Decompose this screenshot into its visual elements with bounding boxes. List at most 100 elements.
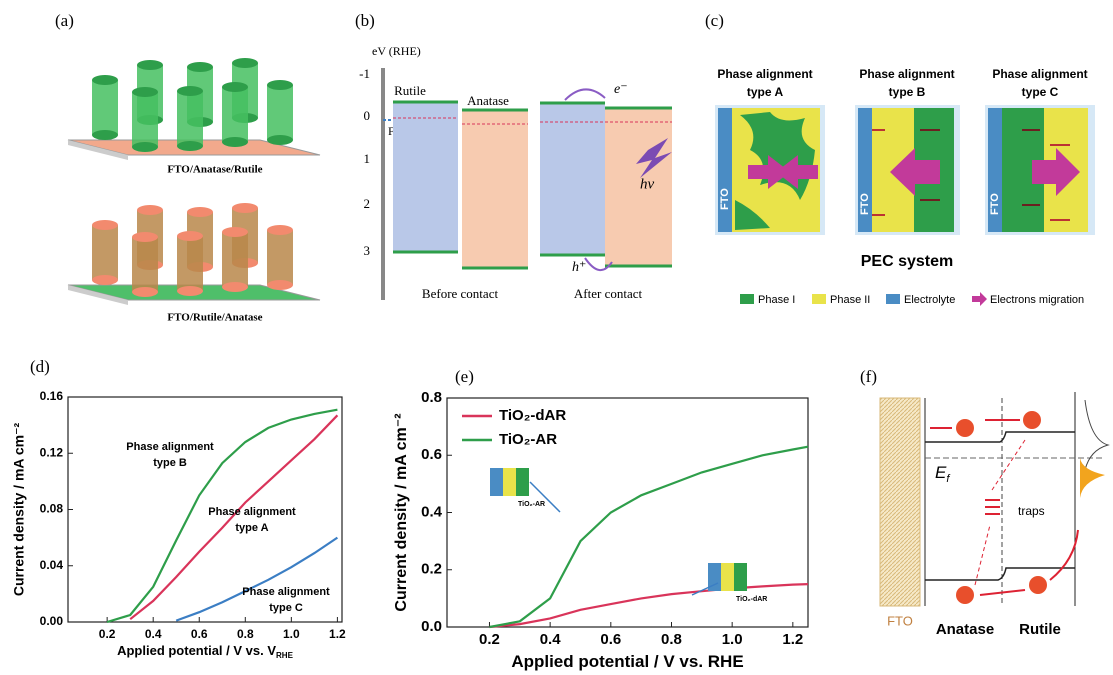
panel-label: (b) xyxy=(355,11,375,30)
cylinder-top xyxy=(132,232,158,242)
y-tick-label: 0.00 xyxy=(40,614,64,628)
fto xyxy=(858,108,872,232)
x-tick-label: 0.6 xyxy=(191,627,208,641)
arrow xyxy=(776,155,818,189)
conduction-band xyxy=(925,431,1075,443)
type-title: type C xyxy=(1022,85,1059,99)
cylinder-base xyxy=(222,282,248,292)
cylinder-base xyxy=(132,287,158,297)
inset-layer xyxy=(516,468,529,496)
cylinder-top xyxy=(267,225,293,235)
inset-layer xyxy=(490,468,503,496)
anatase-label: Anatase xyxy=(936,621,994,638)
legend-label: TiO₂-dAR xyxy=(499,407,566,424)
rutile-label: Rutile xyxy=(1019,621,1061,638)
cylinder-base xyxy=(267,280,293,290)
legend-label: Electrons migration xyxy=(990,294,1084,306)
y-axis-title: Current density / mA cm⁻² xyxy=(11,422,27,596)
annotation: type C xyxy=(269,602,303,614)
type-title: type A xyxy=(747,85,784,99)
x-tick-label: 1.0 xyxy=(283,627,300,641)
type-title: type B xyxy=(889,85,926,99)
inset-label: TiO₂-AR xyxy=(518,501,545,508)
fto-block xyxy=(879,397,921,607)
legend-label: Phase II xyxy=(830,294,870,306)
panel-label: (c) xyxy=(705,11,724,30)
tick-label: 2 xyxy=(364,196,371,211)
x-tick-label: 0.2 xyxy=(479,631,500,648)
rutile-band xyxy=(393,102,458,252)
legend-swatch xyxy=(740,294,754,304)
y-tick-label: 0.8 xyxy=(421,389,442,406)
anatase-label: Anatase xyxy=(467,93,509,108)
dos xyxy=(1080,458,1105,498)
y-tick-label: 0.04 xyxy=(40,558,64,572)
cylinder-body xyxy=(132,92,158,147)
x-tick-label: 0.4 xyxy=(145,627,162,641)
caption: After contact xyxy=(574,286,643,301)
annotation: Phase alignment xyxy=(126,441,214,453)
arrow xyxy=(748,155,790,189)
cylinder-body xyxy=(92,225,118,280)
legend-swatch xyxy=(812,294,826,304)
cylinder-top xyxy=(92,75,118,85)
x-tick-label: 1.2 xyxy=(329,627,346,641)
traps-label: traps xyxy=(1018,504,1045,518)
inset-label: TiO₂-dAR xyxy=(736,596,767,603)
caption: Before contact xyxy=(422,286,499,301)
legend-label: Electrolyte xyxy=(904,294,955,306)
panel-label: (d) xyxy=(30,357,50,376)
fto xyxy=(988,108,1002,232)
electron-label: e⁻ xyxy=(614,82,628,97)
system-label: PEC system xyxy=(861,253,954,270)
fto-label: FTO xyxy=(989,193,1001,215)
arrow xyxy=(564,88,606,101)
cylinder-base xyxy=(92,130,118,140)
tick-label: 1 xyxy=(364,151,371,166)
rutile-label: Rutile xyxy=(394,83,426,98)
panel-label: (f) xyxy=(860,367,877,386)
type-title: Phase alignment xyxy=(859,67,954,81)
cylinder-base xyxy=(177,141,203,151)
electron xyxy=(1023,411,1041,429)
cylinder-top xyxy=(132,87,158,97)
dos xyxy=(1084,399,1110,471)
cylinder-top xyxy=(222,82,248,92)
arrow xyxy=(1032,148,1080,196)
y-tick-label: 0.6 xyxy=(421,446,442,463)
annotation: Phase alignment xyxy=(208,506,296,518)
y-tick-label: 0.2 xyxy=(421,561,442,578)
inset-layer xyxy=(503,468,516,496)
charts: (d) 0.00 0.04 0.08 0.12 0.16 0.2 0.4 0.6 0.8 1.0 1.… xyxy=(11,357,809,671)
y-tick-label: 0.16 xyxy=(40,389,64,403)
cylinder-body xyxy=(222,87,248,142)
fermi-symbol: E xyxy=(935,463,947,482)
cylinder-top xyxy=(187,207,213,217)
cylinder-top xyxy=(177,86,203,96)
arrow xyxy=(584,257,613,271)
cylinder-body xyxy=(222,232,248,287)
cylinder-body xyxy=(267,85,293,140)
cylinder-body xyxy=(92,80,118,135)
fermi-label: Ef xyxy=(935,463,950,484)
tick-label: 0 xyxy=(364,108,371,123)
y-axis-title: Current density / mA cm⁻² xyxy=(393,413,410,611)
annotation: type A xyxy=(235,522,268,534)
annotation: type B xyxy=(153,457,187,469)
substrate-edge xyxy=(68,285,128,305)
cylinder-body xyxy=(267,230,293,285)
caption: FTO/Anatase/Rutile xyxy=(167,164,262,176)
inset-layer xyxy=(721,563,734,591)
x-axis-title-text: Applied potential / V vs. RHE xyxy=(511,652,743,671)
series-line xyxy=(175,536,339,622)
axis-title: eV (RHE) xyxy=(372,44,421,58)
fermi-sub: f xyxy=(946,473,950,485)
x-axis-title-sub: RHE xyxy=(276,651,294,660)
x-axis-title: Applied potential / V vs. VRHE xyxy=(117,643,293,660)
legend-label: Phase I xyxy=(758,294,795,306)
hole xyxy=(956,586,974,604)
panel-a: (a) FTO/Anatase/Rutile FTO/Rutile/Anatas… xyxy=(55,11,321,324)
substrate-edge xyxy=(68,140,128,160)
cylinder-base xyxy=(177,286,203,296)
